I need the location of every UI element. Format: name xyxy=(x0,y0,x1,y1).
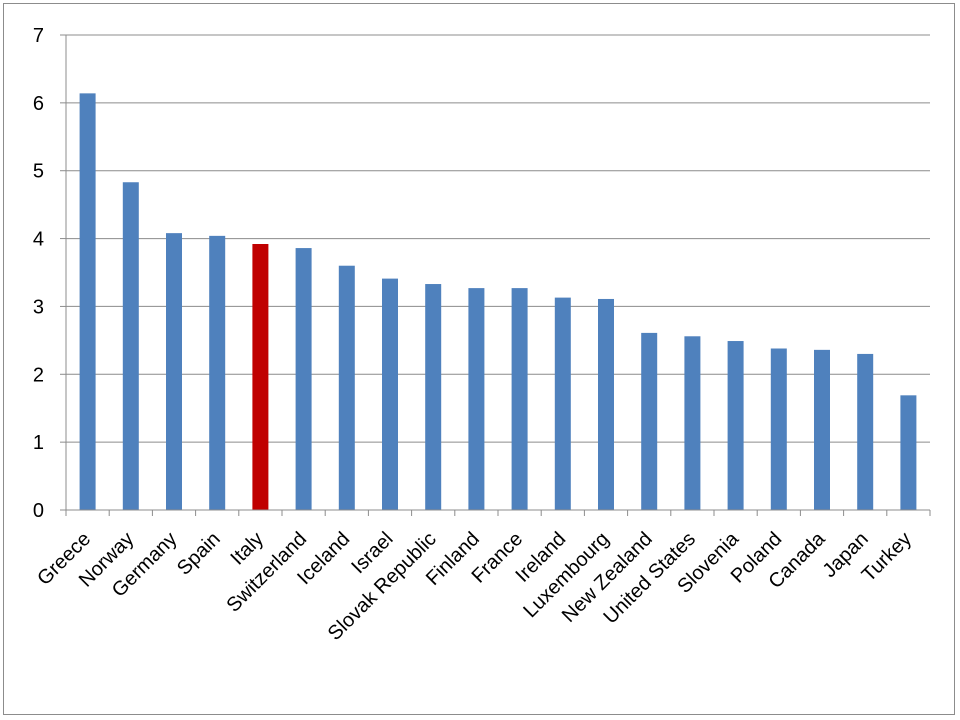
bar-norway xyxy=(122,182,139,510)
y-tick-label: 0 xyxy=(33,500,44,522)
bar-poland xyxy=(770,348,787,510)
bar-iceland xyxy=(338,265,355,510)
bar-united-states xyxy=(684,336,701,510)
y-tick-label: 2 xyxy=(33,364,44,386)
x-tick-label: Turkey xyxy=(858,528,916,586)
bars xyxy=(79,93,917,511)
y-axis-tick-labels: 0 1 2 3 4 5 6 7 xyxy=(33,25,44,522)
y-tick-label: 5 xyxy=(33,161,44,183)
y-tick-label: 6 xyxy=(33,93,44,115)
bar-turkey xyxy=(900,395,917,510)
bar-new-zealand xyxy=(641,332,658,510)
bar-japan xyxy=(857,353,874,510)
bar-greece xyxy=(79,93,96,510)
bar-france xyxy=(511,288,528,510)
y-tick-label: 7 xyxy=(33,25,44,47)
bar-germany xyxy=(166,233,182,510)
x-tick-label: Spain xyxy=(173,528,225,580)
y-tick-label: 1 xyxy=(33,432,44,454)
bar-italy xyxy=(252,244,269,510)
axes xyxy=(60,34,931,516)
bar-canada xyxy=(814,349,830,510)
bar-switzerland xyxy=(295,248,312,511)
bar-luxembourg xyxy=(598,298,614,510)
bar-ireland xyxy=(554,297,571,510)
bar-spain xyxy=(209,235,226,510)
y-tick-label: 4 xyxy=(33,229,44,251)
gridlines xyxy=(66,34,930,443)
bar-slovak-republic xyxy=(425,284,442,510)
bar-finland xyxy=(468,288,485,510)
bar-israel xyxy=(382,278,398,510)
y-tick-label: 3 xyxy=(33,296,44,318)
bar-slovenia xyxy=(727,341,744,510)
